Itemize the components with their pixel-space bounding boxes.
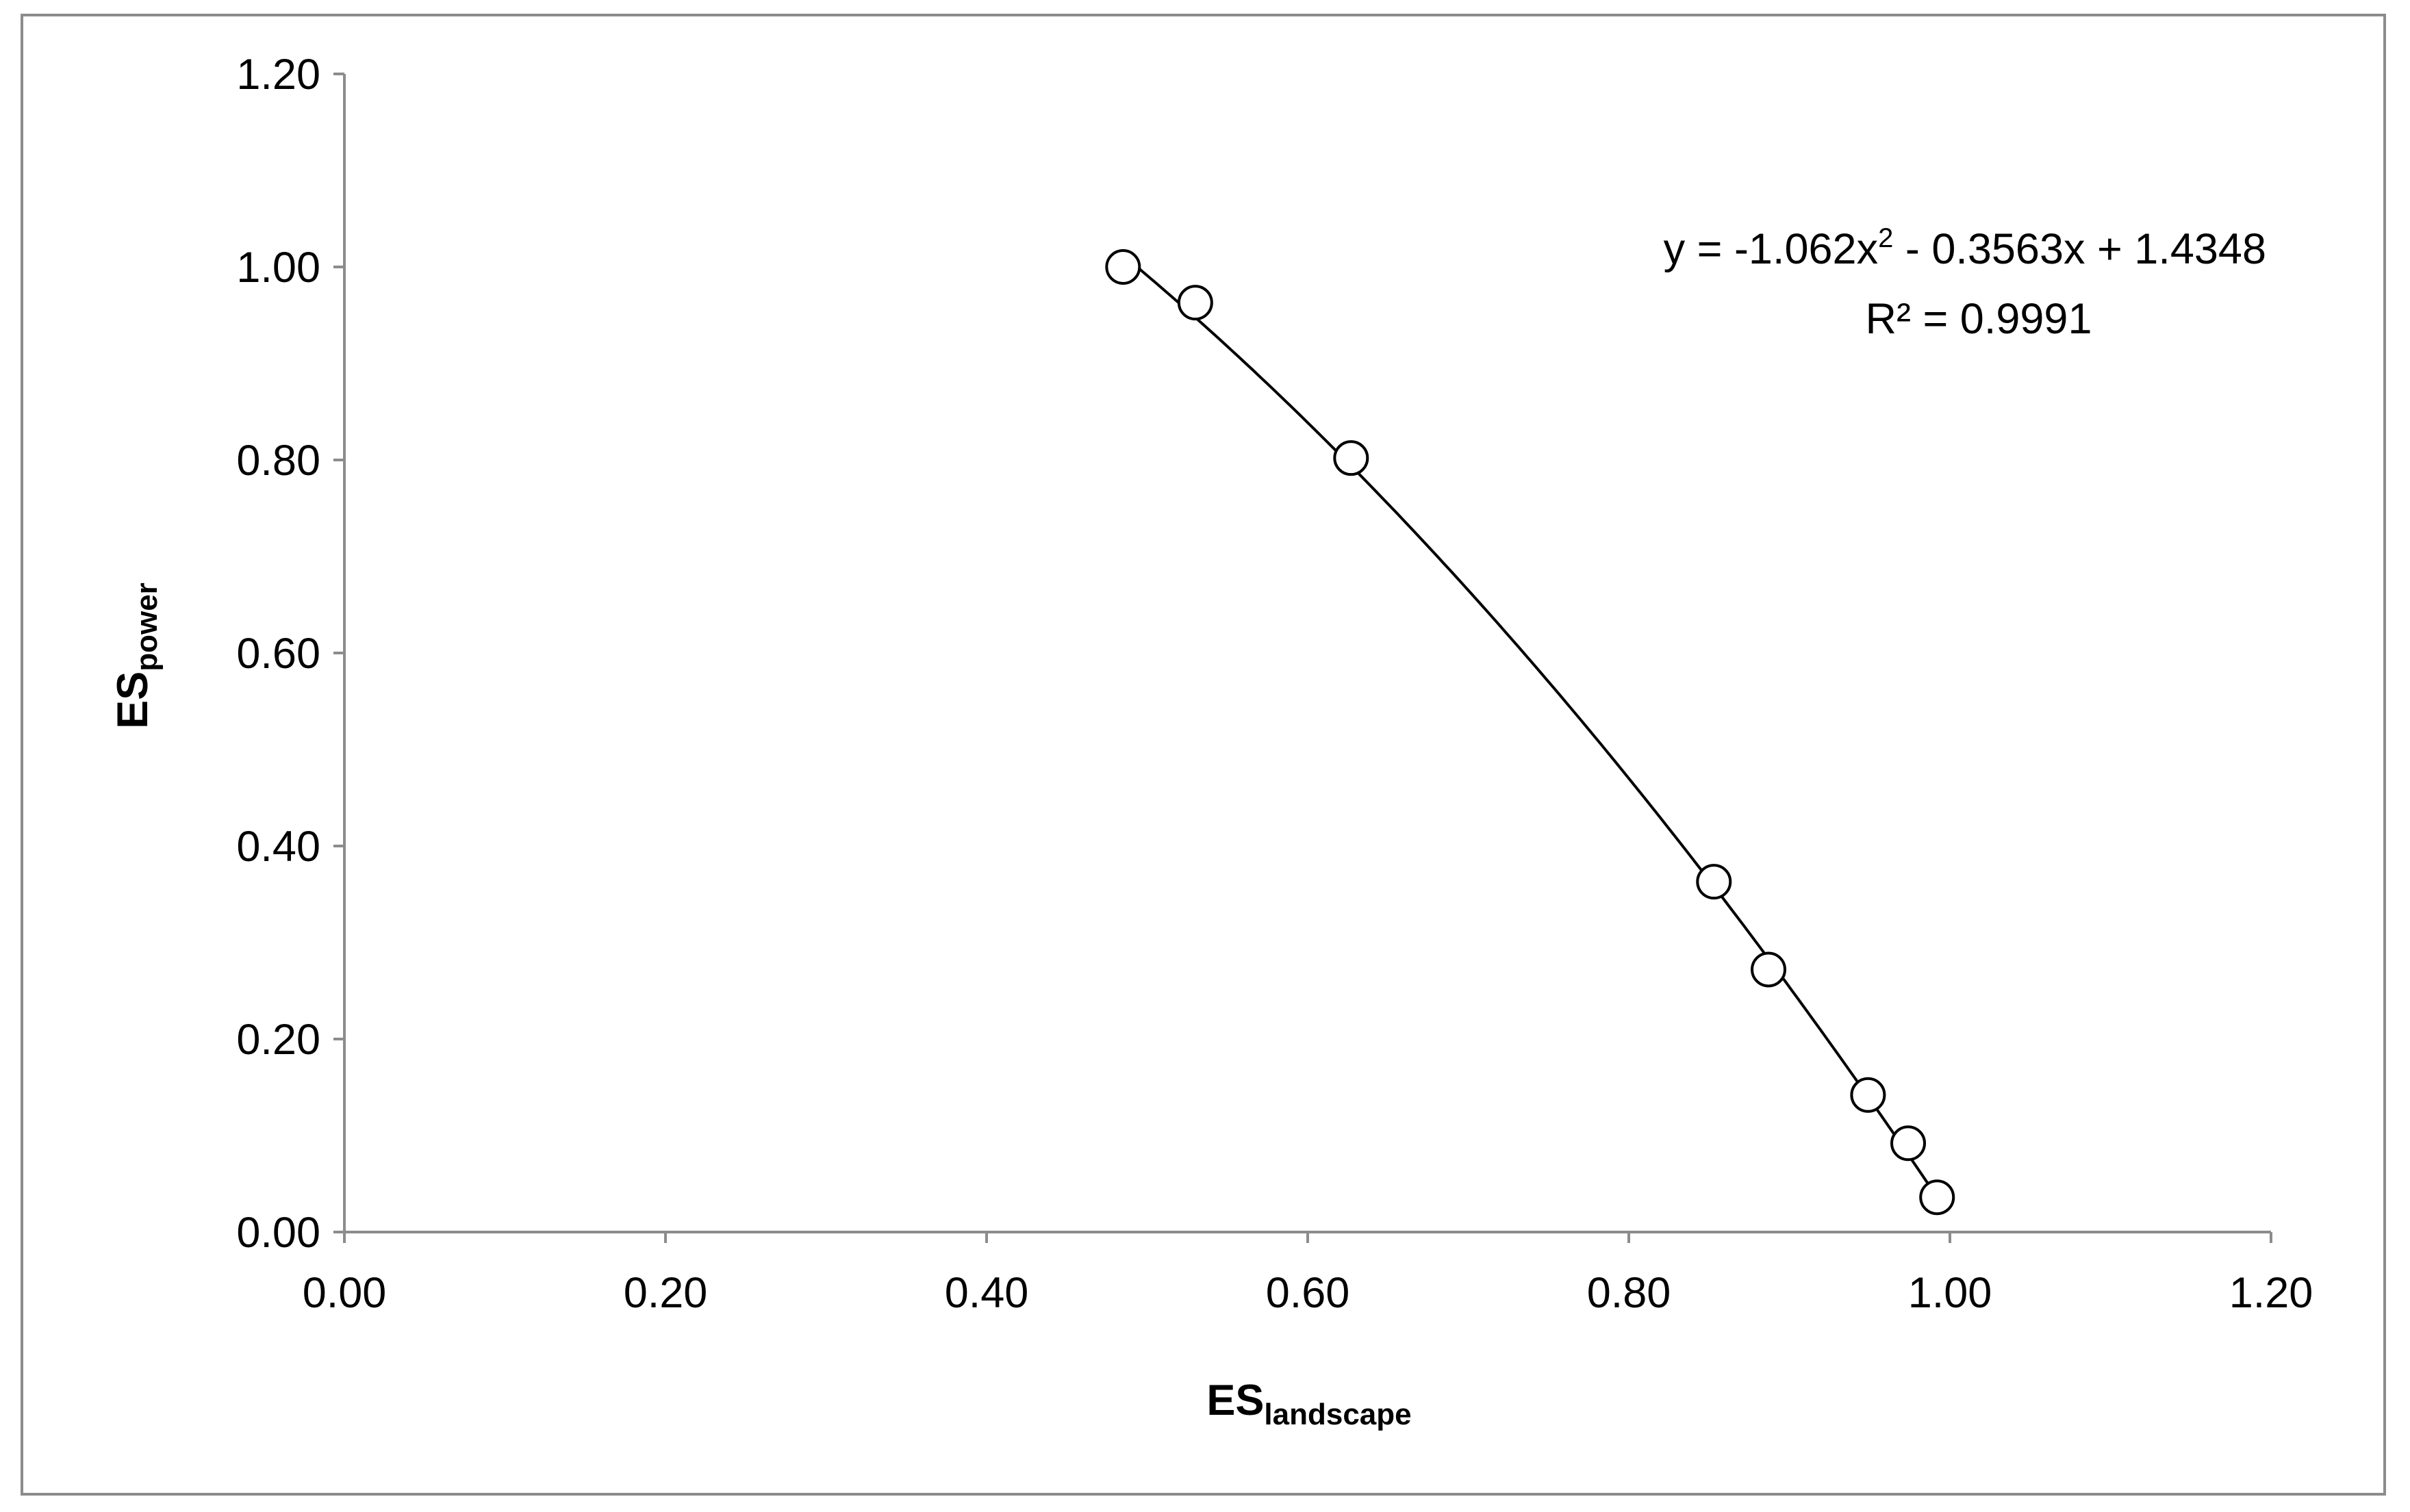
data-points (1105, 249, 1955, 1216)
equation-exponent: 2 (1878, 223, 1893, 253)
data-point (1696, 864, 1732, 900)
y-tick-label: 0.00 (236, 1209, 320, 1257)
x-axis-title: ESlandscape (1206, 1376, 1411, 1431)
x-tick-label: 0.20 (624, 1269, 708, 1317)
data-point (1105, 249, 1141, 285)
x-tick-label: 0.80 (1587, 1269, 1671, 1317)
data-point (1850, 1077, 1886, 1113)
y-tick-label: 0.80 (236, 437, 320, 485)
trendline-r2: R² = 0.9991 (1866, 295, 2092, 343)
trendline-equation: y = -1.062x2 - 0.3563x + 1.4348 (1664, 223, 2266, 273)
data-point (1751, 951, 1787, 988)
y-tick-label: 1.00 (236, 244, 320, 292)
y-axis-title: ESpower (109, 582, 164, 729)
x-tick-label: 1.00 (1908, 1269, 1992, 1317)
data-point (1890, 1125, 1927, 1162)
x-ticks: 0.00 0.20 0.40 0.60 0.80 1.00 1.20 (303, 1232, 2313, 1317)
data-point (1919, 1179, 1955, 1216)
x-tick-label: 0.60 (1266, 1269, 1350, 1317)
y-tick-label: 1.20 (236, 51, 320, 99)
y-ticks: 0.00 0.20 0.40 0.60 0.80 1.00 1.20 (236, 51, 344, 1257)
trendline (1122, 254, 1943, 1205)
x-tick-label: 0.00 (303, 1269, 387, 1317)
x-tick-label: 1.20 (2229, 1269, 2313, 1317)
y-tick-label: 0.20 (236, 1016, 320, 1064)
data-point (1177, 285, 1213, 321)
data-point (1333, 440, 1369, 476)
chart-frame (21, 14, 2386, 1496)
y-tick-label: 0.60 (236, 630, 320, 678)
x-tick-label: 0.40 (945, 1269, 1029, 1317)
y-tick-label: 0.40 (236, 823, 320, 871)
